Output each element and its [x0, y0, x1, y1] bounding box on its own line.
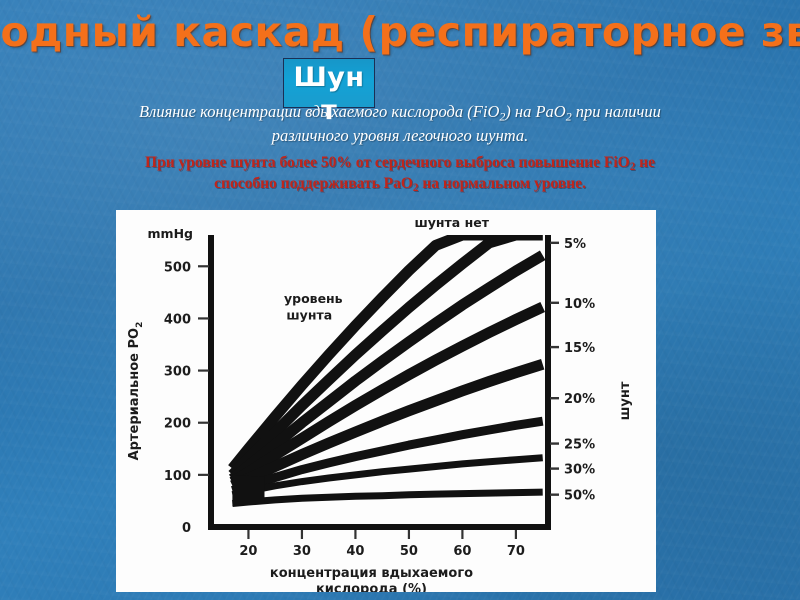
- curve-50pct: [232, 488, 543, 507]
- warning-line-1: При уровне шунта более 50% от сердечного…: [34, 152, 766, 175]
- right-label-20pct: 20%: [564, 392, 595, 407]
- subtitle-line-2: различного уровня легочного шунта.: [271, 126, 529, 145]
- x-tick-label: 60: [453, 544, 471, 559]
- y-tick-label: 500: [164, 260, 191, 275]
- shunt-callout-box: Шун: [283, 58, 375, 108]
- x-tick-label: 30: [293, 544, 311, 559]
- y-tick-label: 200: [164, 417, 191, 432]
- right-label-5pct: 5%: [564, 237, 586, 252]
- x-tick-label: 70: [507, 544, 525, 559]
- y-axis-unit-label: mmHg: [148, 226, 193, 241]
- subtitle-line-1: Влияние концентрации вдыхаемого кислород…: [34, 100, 766, 126]
- x-tick-label: 40: [346, 544, 364, 559]
- y-axis-title: Артериальное PO2: [127, 322, 145, 461]
- right-axis-title: шунт: [618, 381, 633, 420]
- right-label-10pct: 10%: [564, 297, 595, 312]
- curve-20pct: [230, 359, 545, 491]
- chart-panel: 0 100 200 300 400 500 mmHg 20 30 40 50 60 70 концентр…: [116, 210, 656, 592]
- right-label-30pct: 30%: [564, 463, 595, 478]
- curve-10pct: [228, 250, 546, 484]
- chart-curves: [228, 235, 546, 507]
- annotation-shunt-level-line2: шунта: [286, 307, 332, 322]
- warning-text-2: способно поддерживать PaO2 на нормальном…: [214, 175, 586, 195]
- curve-25pct: [231, 416, 544, 495]
- y-tick-label: 400: [164, 312, 191, 327]
- shunt-callout-tail: т: [321, 95, 337, 126]
- right-label-25pct: 25%: [564, 438, 595, 453]
- curve-30pct: [231, 454, 543, 499]
- plot-frame: [208, 235, 551, 530]
- curve-5pct: [228, 235, 543, 479]
- right-label-15pct: 15%: [564, 341, 595, 356]
- y-tick-label: 300: [164, 365, 191, 380]
- subtitle-text-1: Влияние концентрации вдыхаемого кислород…: [139, 102, 661, 124]
- x-tick-label: 50: [400, 544, 418, 559]
- warning-text-1: При уровне шунта более 50% от сердечного…: [145, 154, 655, 174]
- shunt-fio2-chart: 0 100 200 300 400 500 mmHg 20 30 40 50 60 70 концентр…: [127, 215, 633, 592]
- shunt-callout-label: Шун: [293, 62, 365, 93]
- annotation-no-shunt: шунта нет: [414, 215, 489, 230]
- slide-title: ородный каскад (респираторное зв: [0, 8, 800, 56]
- x-axis-title: концентрация вдыхаемого: [270, 566, 473, 581]
- curve-15pct: [229, 302, 546, 487]
- x-tick-label: 20: [239, 544, 257, 559]
- y-tick-label: 0: [182, 521, 191, 536]
- curve-convergence-wedge: [232, 474, 265, 507]
- annotation-shunt-level-line1: уровень: [284, 291, 343, 306]
- curve-0pct: [228, 235, 543, 473]
- warning-line-2: способно поддерживать PaO2 на нормальном…: [34, 173, 766, 196]
- x-axis-title-line2: кислорода (%): [316, 582, 427, 592]
- y-tick-label: 100: [164, 469, 191, 484]
- right-label-50pct: 50%: [564, 489, 595, 504]
